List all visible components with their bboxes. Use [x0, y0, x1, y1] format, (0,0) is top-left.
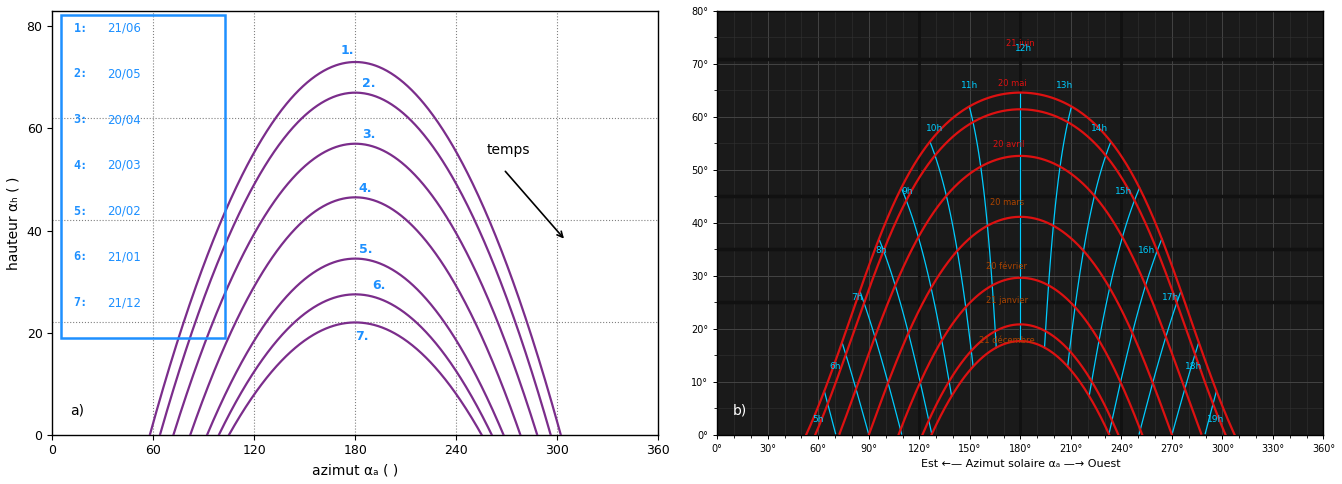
Text: 20/05: 20/05 — [107, 67, 141, 80]
Text: 1.: 1. — [340, 44, 354, 57]
Text: 5.: 5. — [358, 243, 372, 256]
Text: 11h: 11h — [961, 81, 978, 91]
Text: 20 mars: 20 mars — [990, 198, 1024, 207]
Text: 3:: 3: — [74, 113, 87, 126]
Text: 20/03: 20/03 — [107, 159, 141, 172]
Text: 2:: 2: — [74, 67, 87, 80]
Text: 7:: 7: — [74, 296, 87, 309]
Text: 17h: 17h — [1162, 293, 1178, 302]
Text: 14h: 14h — [1091, 124, 1108, 133]
Text: 1:: 1: — [74, 22, 87, 34]
X-axis label: Est ←— Azimut solaire αₐ —→ Ouest: Est ←— Azimut solaire αₐ —→ Ouest — [921, 459, 1121, 469]
Text: 20 février: 20 février — [986, 261, 1028, 271]
Text: 21 décembre: 21 décembre — [980, 336, 1035, 345]
Text: 18h: 18h — [1185, 362, 1202, 371]
Text: 20 avril: 20 avril — [993, 140, 1024, 149]
X-axis label: azimut αₐ ( ): azimut αₐ ( ) — [313, 463, 399, 477]
Text: 10h: 10h — [926, 124, 943, 133]
Text: 20/04: 20/04 — [107, 113, 141, 126]
Text: 13h: 13h — [1056, 81, 1072, 91]
Text: 20 mai: 20 mai — [997, 79, 1027, 88]
Text: 6h: 6h — [829, 362, 841, 371]
Text: 21 janvier: 21 janvier — [986, 296, 1028, 305]
Text: 2.: 2. — [362, 77, 376, 90]
Text: 16h: 16h — [1138, 246, 1155, 255]
Text: 21/06: 21/06 — [107, 22, 141, 34]
Text: 9h: 9h — [902, 187, 914, 197]
Text: 7.: 7. — [356, 330, 369, 343]
Text: 20/02: 20/02 — [107, 205, 141, 218]
Text: 4:: 4: — [74, 159, 87, 172]
Text: 6:: 6: — [74, 250, 87, 263]
Text: 7h: 7h — [851, 293, 863, 302]
Text: 15h: 15h — [1114, 187, 1131, 197]
Text: 21/01: 21/01 — [107, 250, 141, 263]
Text: 8h: 8h — [875, 246, 886, 255]
Text: 21/12: 21/12 — [107, 296, 141, 309]
Text: 21 juin: 21 juin — [1006, 39, 1035, 48]
Text: 5h: 5h — [812, 415, 824, 424]
Text: b): b) — [733, 404, 746, 418]
Text: temps: temps — [487, 143, 530, 157]
Text: 3.: 3. — [362, 128, 376, 141]
Text: 12h: 12h — [1015, 45, 1032, 53]
Y-axis label: hauteur αₕ ( ): hauteur αₕ ( ) — [7, 176, 21, 270]
Text: 5:: 5: — [74, 205, 87, 218]
Text: 4.: 4. — [358, 182, 372, 195]
Text: 6.: 6. — [372, 279, 385, 292]
Text: a): a) — [70, 404, 85, 418]
Text: 19h: 19h — [1206, 415, 1224, 424]
